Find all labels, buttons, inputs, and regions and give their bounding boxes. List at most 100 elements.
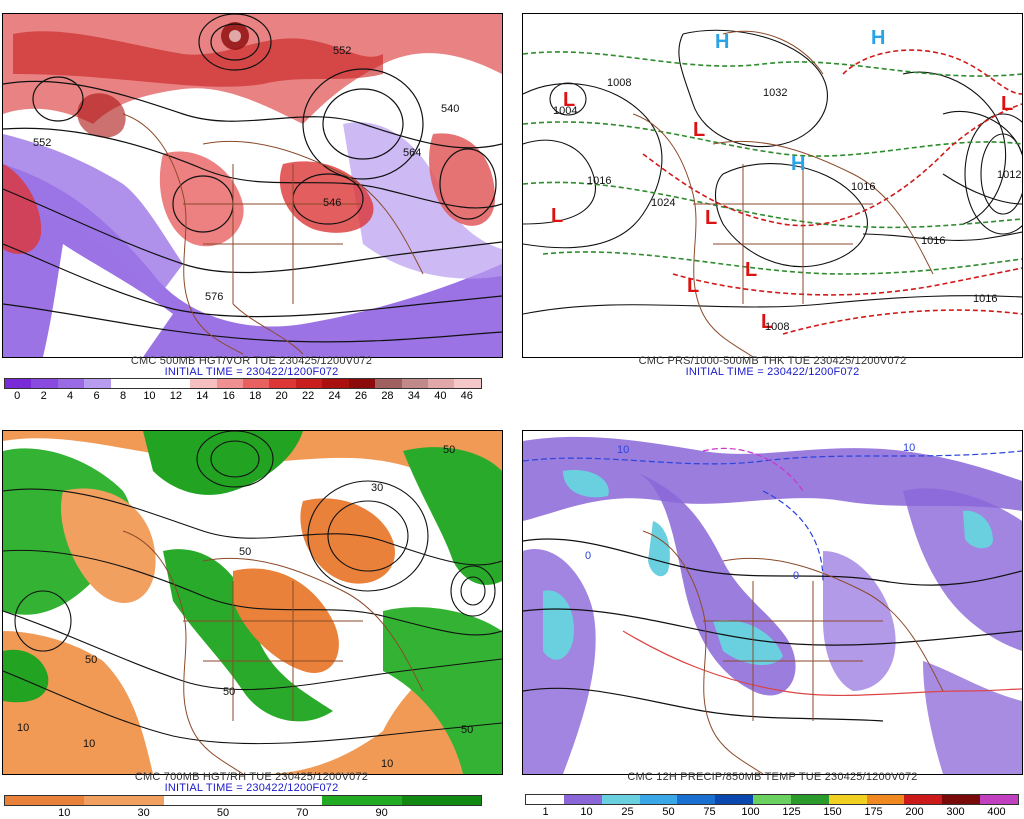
legend-swatch	[401, 796, 481, 805]
legend-tick-label: 20	[275, 390, 288, 402]
initial-time: INITIAL TIME = 230422/1200F072	[164, 782, 339, 794]
legend-swatch	[242, 379, 270, 388]
map-precip[interactable]: 10 0 0 10	[522, 430, 1023, 775]
contour-label: 546	[323, 197, 341, 209]
legend-swatch	[401, 379, 428, 388]
low-pressure-marker: L	[563, 89, 575, 111]
color-legend	[4, 795, 482, 806]
legend-swatch	[753, 795, 791, 804]
low-pressure-marker: L	[551, 205, 563, 227]
legend-swatch	[84, 379, 111, 388]
initial-time: INITIAL TIME = 230422/1200F072	[164, 366, 339, 378]
isobar-label: 1016	[973, 293, 997, 305]
legend-swatch	[866, 795, 905, 804]
legend-ticks: 1 10 25 50 75 100 125 150 175 200 300 400	[525, 806, 1017, 818]
legend-tick-label: 200	[905, 806, 924, 818]
legend-tick-label: 24	[328, 390, 341, 402]
legend-swatch	[677, 795, 716, 804]
legend-tick-label: 175	[864, 806, 883, 818]
precip-map: 10 0 0 10	[523, 431, 1022, 774]
legend-swatch	[790, 795, 829, 804]
legend-tick-label: 70	[296, 807, 309, 819]
legend-tick-label: 4	[67, 390, 74, 402]
legend-swatch	[216, 379, 243, 388]
legend-tick-label: 16	[222, 390, 235, 402]
isobar-label: 1008	[765, 321, 789, 333]
pressure-map: L L L L L L L L H H H 1016 1032 1016 101…	[523, 27, 1022, 357]
legend-swatch	[242, 796, 323, 805]
contour-label: 552	[33, 137, 51, 149]
high-pressure-marker: H	[715, 31, 729, 53]
legend-swatch	[269, 379, 296, 388]
isobar-label: 1032	[763, 87, 787, 99]
legend-tick-label: 46	[460, 390, 473, 402]
legend-tick-label: 12	[169, 390, 182, 402]
high-pressure-marker: H	[791, 153, 805, 175]
legend-swatch	[190, 379, 217, 388]
isobar-label: 1012	[997, 169, 1021, 181]
legend-tick-label: 2	[40, 390, 47, 402]
legend-swatch	[428, 379, 455, 388]
isobar-label: 1024	[651, 197, 675, 209]
legend-swatch	[563, 795, 602, 804]
low-pressure-marker: L	[745, 259, 757, 281]
panel-precip-850mb-temp: 10 0 0 10 CMC 12H PRECIP/850MB TEMP TUE …	[521, 418, 1024, 819]
panel-500mb-hgt-vor: 552 540 552 564 576 546 CMC 500MB HGT/VO…	[0, 0, 503, 402]
legend-tick-label: 28	[381, 390, 394, 402]
low-pressure-marker: L	[761, 311, 773, 333]
legend-ticks: 10 30 50 70 90	[4, 807, 480, 819]
humidity-map: 50 10 30 50 50 10 50 10 50	[3, 431, 502, 774]
panel-pressure-thickness: L L L L L L L L H H H 1016 1032 1016 101…	[521, 0, 1024, 400]
contour-label: 50	[223, 686, 235, 698]
legend-tick-label: 6	[93, 390, 100, 402]
low-pressure-marker: L	[705, 207, 717, 229]
map-pressure[interactable]: L L L L L L L L H H H 1016 1032 1016 101…	[522, 13, 1023, 358]
legend-swatch	[828, 795, 867, 804]
legend-swatch	[5, 796, 85, 805]
contour-label: 540	[441, 103, 459, 115]
legend-tick-label: 100	[741, 806, 760, 818]
legend-tick-label: 50	[662, 806, 675, 818]
legend-tick-label: 125	[782, 806, 801, 818]
temp-label: 10	[903, 442, 915, 454]
legend-swatch	[980, 795, 1018, 804]
legend-swatch	[942, 795, 981, 804]
map-500mb[interactable]: 552 540 552 564 576 546	[2, 13, 503, 358]
temp-label: 0	[585, 550, 591, 562]
legend-tick-label: 10	[580, 806, 593, 818]
legend-swatch	[31, 379, 58, 388]
contour-label: 30	[371, 482, 383, 494]
legend-tick-label: 25	[621, 806, 634, 818]
contour-label: 10	[381, 758, 393, 770]
legend-swatch	[715, 795, 754, 804]
legend-tick-label: 150	[823, 806, 842, 818]
legend-tick-label: 34	[407, 390, 420, 402]
legend-swatch	[5, 379, 32, 388]
legend-swatch	[904, 795, 943, 804]
legend-tick-label: 8	[119, 390, 127, 402]
isobar-label: 1016	[587, 175, 611, 187]
contour-label: 564	[403, 147, 421, 159]
legend-tick-label: 50	[216, 807, 230, 819]
map-700mb[interactable]: 50 10 30 50 50 10 50 10 50	[2, 430, 503, 775]
legend-swatch	[526, 795, 564, 804]
legend-swatch	[163, 379, 191, 388]
vorticity-map: 552 540 552 564 576 546	[3, 14, 502, 357]
temp-label: 0	[793, 570, 799, 582]
contour-label: 50	[85, 654, 97, 666]
high-pressure-marker: H	[871, 27, 885, 49]
legend-swatch	[639, 795, 678, 804]
legend-tick-label: 0	[14, 390, 21, 402]
isobar-label: 1016	[921, 235, 945, 247]
initial-time: INITIAL TIME = 230422/1200F072	[685, 366, 860, 378]
legend-tick-label: 1	[542, 806, 549, 818]
isobar-label: 1004	[553, 105, 577, 117]
legend-swatch	[163, 796, 243, 805]
legend-tick-label: 400	[987, 806, 1006, 818]
legend-tick-label: 300	[946, 806, 965, 818]
color-legend	[525, 794, 1019, 805]
panel-700mb-hgt-rh: 50 10 30 50 50 10 50 10 50 CMC 700MB HGT…	[0, 418, 503, 819]
contour-label: 50	[239, 546, 251, 558]
legend-tick-label: 22	[301, 390, 315, 402]
legend-swatch	[57, 379, 85, 388]
